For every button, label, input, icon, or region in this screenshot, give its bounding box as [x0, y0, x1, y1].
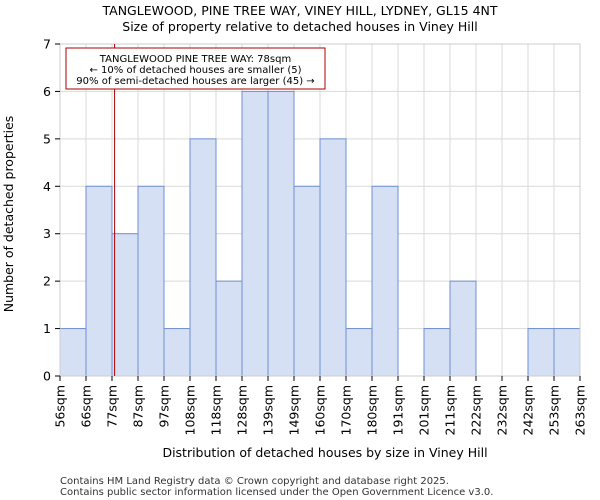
x-tick-label: 87sqm: [131, 385, 146, 428]
y-tick-label: 1: [43, 321, 51, 336]
property-annotation: TANGLEWOOD PINE TREE WAY: 78sqm ← 10% of…: [65, 47, 326, 90]
x-tick-labels: 56sqm 66sqm 77sqm 87sqm 97sqm 108sqm 118sqm 128…: [53, 376, 588, 435]
x-tick-label: 180sqm: [365, 385, 380, 435]
x-tick-label: 128sqm: [235, 385, 250, 435]
y-tick-labels: 0 1 2 3 4 5 6 7: [43, 37, 60, 384]
chart-title: TANGLEWOOD, PINE TREE WAY, VINEY HILL, L…: [101, 3, 497, 18]
x-axis-label: Distribution of detached houses by size …: [162, 445, 487, 460]
bar-253sqm: [553, 328, 581, 377]
x-tick-label: 77sqm: [105, 385, 120, 428]
y-tick-label: 3: [43, 226, 51, 241]
bar-139sqm: [267, 90, 295, 377]
y-tick-label: 7: [43, 37, 51, 52]
annotation-box: [65, 47, 326, 90]
annotation-line-3: 90% of semi-detached houses are larger (…: [76, 76, 314, 87]
y-axis-label: Number of detached properties: [1, 116, 16, 313]
bar-211sqm: [449, 280, 477, 377]
x-tick-label: 242sqm: [521, 385, 536, 435]
x-tick-label: 211sqm: [443, 385, 458, 435]
y-tick-label: 5: [43, 131, 51, 146]
bar-56sqm: [59, 328, 87, 377]
y-tick-label: 6: [43, 84, 51, 99]
bar-128sqm: [241, 90, 269, 377]
x-tick-label: 263sqm: [573, 385, 588, 435]
bar-118sqm: [215, 280, 243, 377]
x-tick-label: 253sqm: [547, 385, 562, 435]
x-tick-label: 56sqm: [53, 385, 68, 428]
x-tick-label: 222sqm: [469, 385, 484, 435]
bars: [59, 90, 581, 377]
bar-180sqm: [371, 185, 399, 377]
bar-108sqm: [189, 138, 217, 377]
x-tick-label: 201sqm: [417, 385, 432, 435]
x-tick-label: 97sqm: [157, 385, 172, 428]
bar-149sqm: [293, 185, 321, 377]
x-tick-label: 66sqm: [79, 385, 94, 428]
footer-line-2: Contains public sector information licen…: [60, 487, 493, 498]
y-tick-label: 4: [43, 179, 51, 194]
annotation-line-1: TANGLEWOOD PINE TREE WAY: 78sqm: [99, 54, 291, 65]
y-tick-label: 2: [43, 274, 51, 289]
x-tick-label: 232sqm: [495, 385, 510, 435]
x-tick-label: 108sqm: [183, 385, 198, 435]
x-tick-label: 170sqm: [339, 385, 354, 435]
bar-77sqm: [111, 233, 139, 377]
bar-66sqm: [85, 185, 113, 377]
bar-87sqm: [137, 185, 165, 377]
bar-242sqm: [527, 328, 555, 377]
bar-160sqm: [319, 138, 347, 377]
x-tick-label: 139sqm: [261, 385, 276, 435]
x-tick-label: 118sqm: [209, 385, 224, 435]
bar-201sqm: [423, 328, 451, 377]
y-tick-label: 0: [43, 369, 51, 384]
bar-170sqm: [345, 328, 373, 377]
footer-line-1: Contains HM Land Registry data © Crown c…: [60, 476, 449, 487]
chart-subtitle: Size of property relative to detached ho…: [122, 19, 477, 34]
annotation-line-2: ← 10% of detached houses are smaller (5): [90, 65, 302, 76]
x-tick-label: 191sqm: [391, 385, 406, 435]
bar-97sqm: [163, 328, 191, 377]
x-tick-label: 149sqm: [287, 385, 302, 435]
x-tick-label: 160sqm: [313, 385, 328, 435]
